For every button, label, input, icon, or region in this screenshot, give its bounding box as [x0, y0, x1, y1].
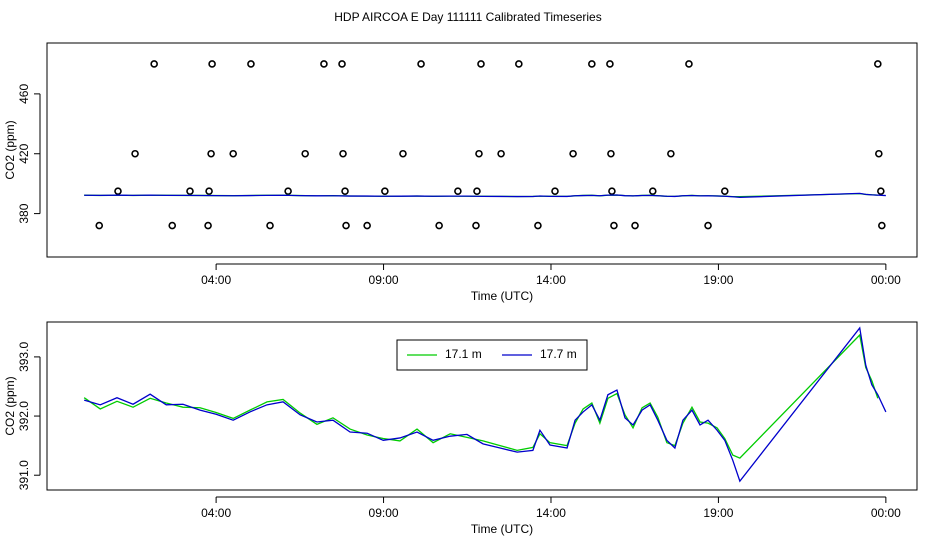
data-point [204, 221, 212, 230]
data-point [381, 187, 389, 195]
data-point [284, 187, 292, 195]
data-point [417, 60, 425, 68]
data-point [473, 187, 481, 195]
x-tick-label: 14:00 [536, 506, 566, 520]
data-point [339, 149, 347, 158]
data-point [208, 60, 216, 68]
y-axis-label: CO2 (ppm) [3, 376, 17, 435]
x-tick-label: 19:00 [703, 273, 733, 287]
y-tick-label: 393.0 [17, 342, 31, 372]
data-point [363, 221, 371, 230]
data-point [551, 187, 559, 195]
plot-frame [46, 42, 918, 258]
data-point [610, 221, 618, 230]
data-point [150, 60, 158, 68]
data-point [515, 60, 523, 68]
y-tick-label: 460 [17, 84, 31, 104]
data-point [874, 60, 882, 68]
data-point [229, 149, 237, 158]
data-point [114, 187, 122, 195]
data-point [704, 221, 712, 230]
x-tick-label: 14:00 [536, 273, 566, 287]
data-point [472, 221, 480, 230]
data-point [477, 60, 485, 68]
x-tick-label: 09:00 [369, 273, 399, 287]
data-point [569, 149, 577, 158]
data-point [877, 187, 885, 195]
y-tick-label: 392.0 [17, 401, 31, 431]
data-point [338, 60, 346, 68]
data-point [301, 149, 309, 158]
data-point [95, 221, 104, 230]
y-tick-label: 420 [17, 143, 31, 163]
x-tick-label: 04:00 [201, 273, 231, 287]
y-tick-label: 391.0 [17, 460, 31, 490]
data-point [878, 221, 886, 230]
data-point [399, 149, 407, 158]
x-tick-label: 00:00 [871, 506, 901, 520]
series-line [83, 326, 887, 483]
data-point [648, 187, 657, 195]
plot-frame [46, 321, 918, 491]
data-point [588, 60, 596, 68]
data-point [606, 60, 614, 68]
data-point [186, 187, 194, 195]
data-point [205, 187, 213, 195]
data-point [454, 187, 462, 195]
data-point [266, 221, 274, 230]
data-point [685, 60, 693, 68]
x-tick-label: 19:00 [703, 506, 733, 520]
data-point [341, 187, 349, 195]
data-point [435, 221, 443, 230]
data-point [475, 149, 483, 158]
data-point [131, 149, 139, 158]
legend-label: 17.1 m [445, 347, 482, 361]
x-axis-label: Time (UTC) [471, 522, 533, 536]
legend-label: 17.7 m [540, 347, 577, 361]
data-point [608, 187, 616, 195]
data-point [607, 149, 615, 158]
data-point [497, 149, 505, 158]
data-point [247, 60, 255, 68]
data-point [207, 149, 215, 158]
data-point [875, 149, 883, 158]
x-axis-label: Time (UTC) [471, 289, 533, 303]
data-point [342, 221, 350, 230]
x-tick-label: 09:00 [369, 506, 399, 520]
data-point [631, 221, 639, 230]
data-point [168, 221, 177, 230]
data-point [320, 60, 328, 68]
y-tick-label: 380 [17, 203, 31, 223]
chart-title: HDP AIRCOA E Day 111111 Calibrated Times… [334, 10, 601, 24]
x-tick-label: 00:00 [871, 273, 901, 287]
data-point [667, 149, 675, 158]
y-axis-label: CO2 (ppm) [3, 120, 17, 179]
x-tick-label: 04:00 [201, 506, 231, 520]
series-line [84, 192, 886, 198]
data-point [534, 221, 542, 230]
data-point [720, 187, 729, 195]
